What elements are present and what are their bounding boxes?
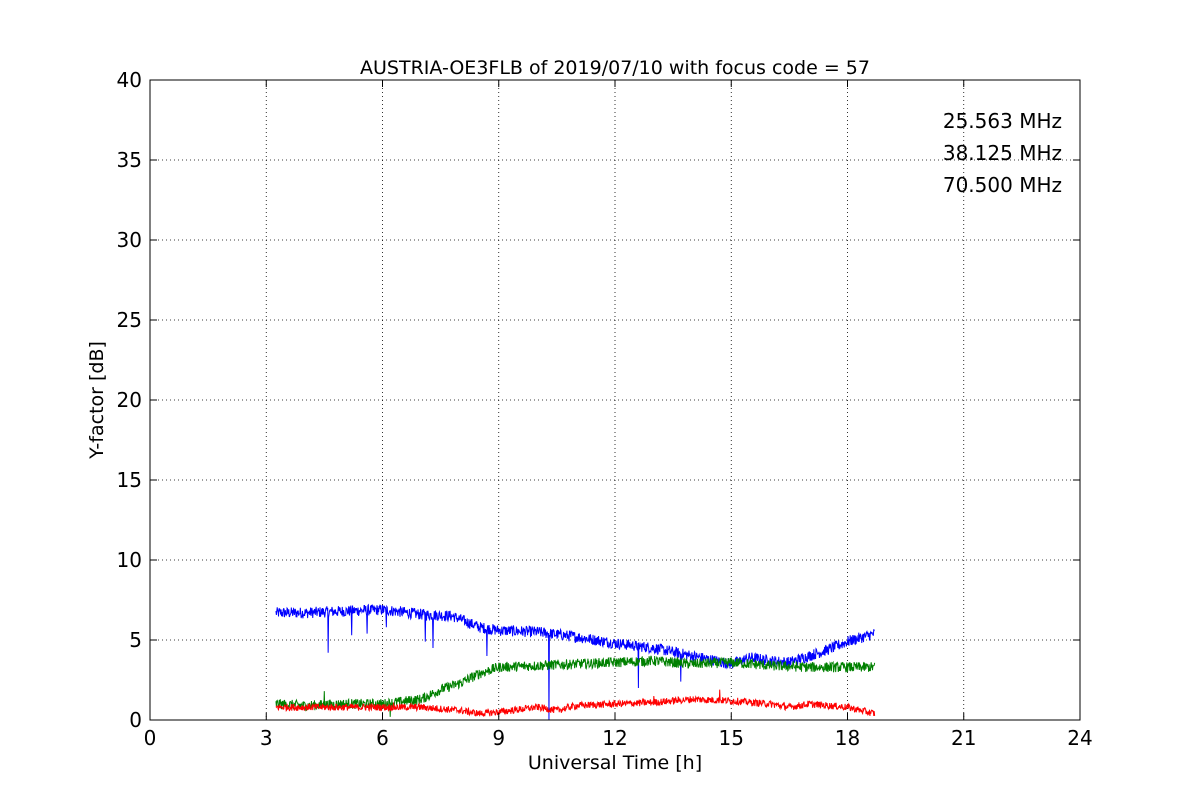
series-line-70-500 (275, 689, 876, 717)
series-line-25-563 (275, 603, 875, 721)
x-tick-label: 6 (376, 726, 389, 750)
y-tick-label: 40 (117, 68, 142, 92)
ticks: 0 3 6 9 12 15 18 21 24 0 5 10 15 20 25 30 35 40 (117, 68, 1093, 750)
x-tick-label: 3 (260, 726, 273, 750)
legend-label-25-563: 25.563 MHz (943, 109, 1062, 133)
x-tick-label: 12 (602, 726, 627, 750)
x-tick-label: 24 (1067, 726, 1092, 750)
series-line-38-125 (275, 655, 876, 717)
y-tick-label: 20 (117, 388, 142, 412)
x-tick-label: 9 (492, 726, 505, 750)
legend-label-38-125: 38.125 MHz (943, 141, 1062, 165)
x-tick-label: 0 (144, 726, 157, 750)
x-tick-label: 18 (835, 726, 860, 750)
y-tick-label: 15 (117, 468, 142, 492)
y-tick-label: 5 (129, 628, 142, 652)
legend: 25.563 MHz 38.125 MHz 70.500 MHz (943, 109, 1062, 197)
y-tick-label: 25 (117, 308, 142, 332)
x-tick-label: 15 (719, 726, 744, 750)
legend-label-70-500: 70.500 MHz (943, 173, 1062, 197)
y-tick-label: 0 (129, 708, 142, 732)
chart-title: AUSTRIA-OE3FLB of 2019/07/10 with focus … (360, 57, 870, 79)
y-tick-label: 30 (117, 228, 142, 252)
y-tick-label: 10 (117, 548, 142, 572)
x-axis-label: Universal Time [h] (528, 752, 702, 774)
grid (150, 80, 1080, 720)
y-tick-label: 35 (117, 148, 142, 172)
x-tick-label: 21 (951, 726, 976, 750)
y-axis-label: Y-factor [dB] (86, 341, 108, 460)
series-layer (275, 603, 876, 721)
